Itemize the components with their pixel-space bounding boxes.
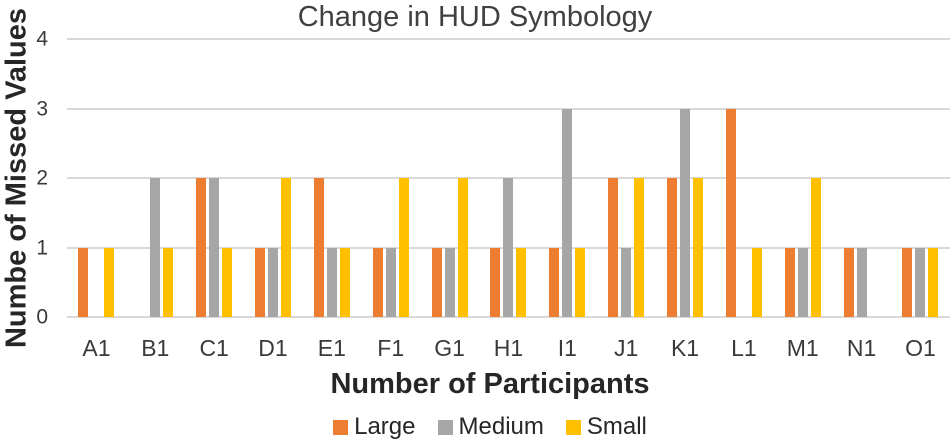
bar-o1-small [928,247,939,317]
bar-group-a1 [67,39,126,317]
x-tick-label-b1: B1 [141,335,170,361]
x-tick-label-j1: J1 [614,335,639,361]
bar-k1-small [693,178,704,317]
bar-g1-small [457,178,468,317]
bar-group-l1 [714,39,773,317]
legend-swatch-large [333,419,349,435]
bar-group-j1 [597,39,656,317]
gridline-y0 [67,316,950,318]
legend-item-medium: Medium [437,413,544,441]
bar-g1-medium [444,247,455,317]
bar-j1-small [634,178,645,317]
legend-label-medium: Medium [458,413,544,440]
bar-b1-small [163,247,174,317]
bar-c1-small [222,247,233,317]
bar-l1-large [725,108,736,317]
x-tick-label-f1: F1 [377,335,405,361]
bar-group-f1 [361,39,420,317]
legend-item-small: Small [565,413,647,441]
x-tick-label-l1: L1 [731,335,757,361]
y-tick-label-0: 0 [36,305,48,329]
bar-group-b1 [126,39,185,317]
x-tick-label-k1: K1 [670,335,700,361]
legend-item-large: Large [333,413,416,441]
x-tick-label-d1: D1 [258,335,288,361]
y-tick-label-3: 3 [36,97,48,120]
bar-group-c1 [185,39,244,317]
bar-group-n1 [832,39,891,317]
x-axis-title: Number of Participants [330,368,650,400]
bar-groups [67,39,950,317]
legend-swatch-medium [437,419,453,435]
bar-group-m1 [773,39,832,317]
bar-g1-large [431,247,442,317]
bar-e1-small [339,247,350,317]
bar-group-h1 [479,39,538,317]
bar-o1-large [902,247,913,317]
bar-a1-small [104,247,115,317]
y-tick-label-1: 1 [36,236,48,259]
bar-f1-medium [385,247,396,317]
gridline-y4 [67,38,950,40]
legend-label-small: Small [586,413,647,440]
bar-group-i1 [538,39,597,317]
x-tick-label-m1: M1 [786,335,819,361]
bar-d1-medium [268,247,278,317]
bar-f1-small [398,178,409,317]
bar-group-e1 [302,39,361,317]
bar-k1-medium [680,108,691,317]
x-tick-label-a1: A1 [82,335,111,361]
bar-i1-large [549,247,560,317]
bar-a1-large [78,247,89,317]
bar-i1-small [575,247,586,317]
bar-m1-medium [797,247,808,317]
plot-area [67,38,950,318]
bar-h1-medium [503,178,514,317]
bar-i1-medium [562,108,573,317]
x-tick-label-e1: E1 [317,335,346,361]
bar-f1-large [372,247,383,317]
bar-m1-small [810,178,821,317]
bar-l1-small [751,247,762,317]
bar-n1-medium [856,247,867,317]
x-axis-tick-labels: A1 B1 C1 D1 E1 F1 G1 H1 I1 J1 K1 L1 M1 N1 O1 [67,335,950,362]
bar-j1-large [608,178,619,317]
bar-e1-medium [326,247,337,317]
bar-n1-large [843,247,854,317]
bar-k1-large [667,178,678,317]
bar-c1-medium [209,178,220,317]
bar-group-d1 [244,39,303,317]
chart-title: Change in HUD Symbology [297,1,653,33]
bar-d1-large [255,247,265,317]
x-tick-label-o1: O1 [905,335,936,361]
y-axis-tick-labels: 0 1 2 3 4 [0,29,50,328]
x-tick-label-h1: H1 [493,335,524,361]
legend-swatch-small [565,419,581,435]
legend: Large Medium Small [30,413,950,441]
bar-c1-large [196,178,207,317]
bar-h1-small [516,247,527,317]
x-tick-label-i1: I1 [557,335,577,361]
gridline-y3 [67,107,950,110]
x-tick-label-n1: N1 [846,335,877,361]
bar-j1-medium [621,247,632,317]
bar-d1-small [281,178,291,317]
bar-h1-large [490,247,501,317]
bar-group-o1 [891,39,950,317]
bar-o1-medium [915,247,926,317]
bar-group-k1 [656,39,715,317]
bar-e1-large [313,178,324,317]
x-tick-label-g1: G1 [434,335,465,361]
bar-b1-medium [150,178,161,317]
legend-label-large: Large [354,413,416,440]
bar-m1-large [784,247,795,317]
bar-group-g1 [420,39,479,317]
x-tick-label-c1: C1 [199,335,229,361]
y-tick-label-2: 2 [36,166,48,190]
y-tick-label-4: 4 [36,27,48,51]
